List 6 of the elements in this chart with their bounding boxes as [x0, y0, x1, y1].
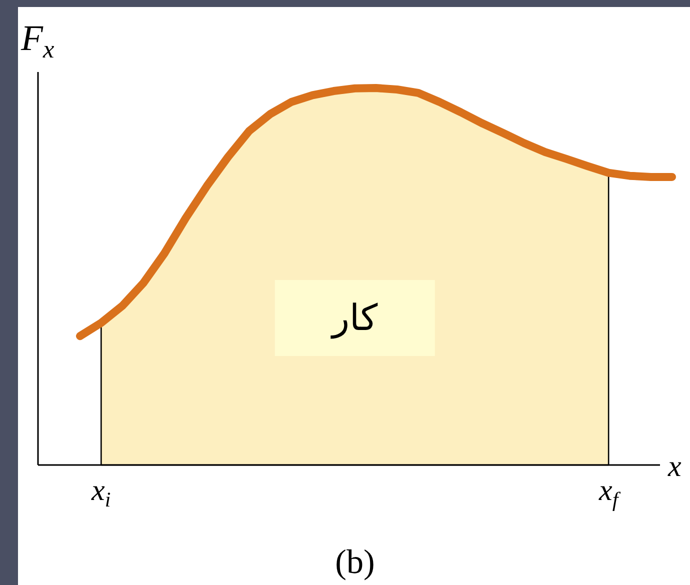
text: x$_{f}$ — [598, 474, 622, 512]
annotation: کار — [330, 298, 378, 339]
y-axis-title: F$_{x}$ — [20, 18, 54, 64]
text: x$_{i}$ — [90, 474, 111, 512]
x-axis-title: x — [667, 450, 682, 483]
text: (b) — [335, 544, 375, 581]
